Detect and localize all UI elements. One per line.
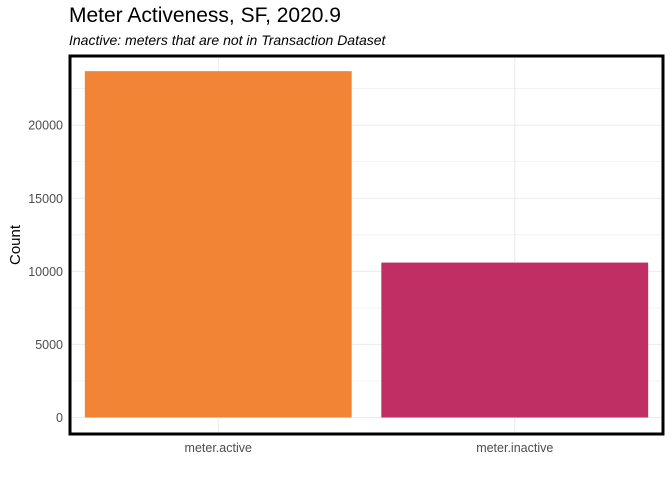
x-tick-label: meter.active (185, 441, 252, 455)
bar-meter-inactive (381, 262, 649, 418)
plot-frame (68, 54, 665, 436)
chart-subtitle: Inactive: meters that are not in Transac… (69, 32, 386, 48)
y-axis-title: Count (7, 224, 24, 265)
bars (84, 71, 649, 418)
y-tick-label: 10000 (28, 265, 63, 279)
y-tick-label: 0 (56, 411, 63, 425)
x-tick-label: meter.inactive (476, 441, 553, 455)
chart-title: Meter Activeness, SF, 2020.9 (69, 4, 341, 27)
y-tick-label: 5000 (35, 338, 63, 352)
x-tick-labels: meter.active meter.inactive (185, 441, 554, 455)
bar-meter-active (84, 71, 352, 418)
y-tick-label: 15000 (28, 192, 63, 206)
y-tick-labels: 0 5000 10000 15000 20000 (28, 119, 63, 425)
y-tick-label: 20000 (28, 119, 63, 133)
